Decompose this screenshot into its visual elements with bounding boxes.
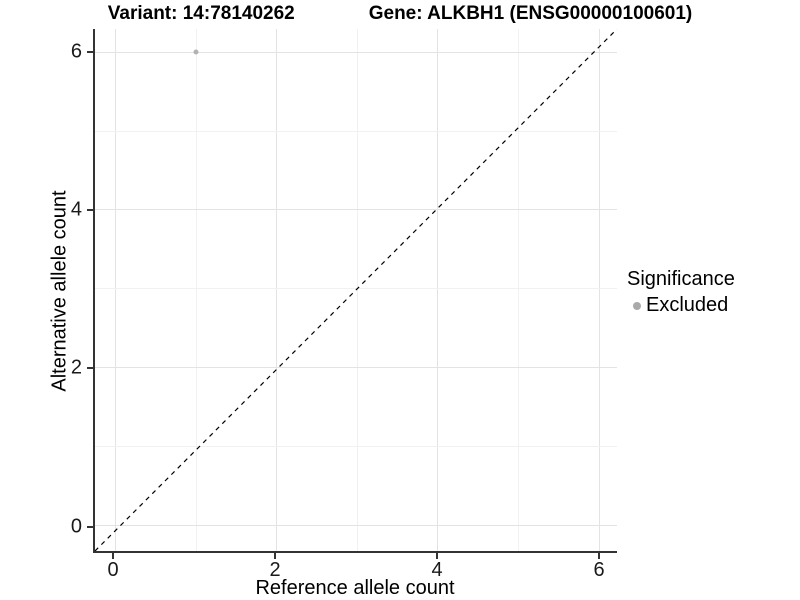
- gridline-y0: [95, 524, 617, 526]
- gridline-y3-minor: [95, 287, 617, 289]
- legend-item-excluded: Excluded: [627, 294, 735, 317]
- gridline-x5-minor: [518, 29, 520, 551]
- x-tick-label-0: 0: [107, 559, 119, 581]
- gridline-x1-minor: [195, 29, 197, 551]
- legend-title: Significance: [627, 268, 735, 290]
- y-tick-label-6: 6: [70, 40, 82, 63]
- gridline-x6: [599, 29, 601, 551]
- plot-title-gene: Gene: ALKBH1 (ENSG00000100601): [368, 3, 693, 24]
- plot-title-row: Variant: 14:78140262 Gene: ALKBH1 (ENSG0…: [0, 3, 800, 25]
- x-tick-label-6: 6: [593, 559, 605, 581]
- y-axis-title: Alternative allele count: [48, 190, 71, 392]
- y-tick-mark-2: [87, 367, 93, 369]
- x-tick-mark-6: [598, 553, 600, 559]
- legend-item-label: Excluded: [646, 294, 729, 316]
- gridline-y6: [95, 51, 617, 53]
- legend: Significance Excluded: [627, 268, 735, 317]
- gridline-x3-minor: [357, 29, 359, 551]
- plot-panel: [93, 29, 617, 553]
- y-tick-mark-6: [87, 51, 93, 53]
- plot-title-variant: Variant: 14:78140262: [107, 3, 295, 24]
- identity-reference-line: [95, 29, 617, 551]
- y-tick-mark-0: [87, 526, 93, 528]
- x-tick-label-2: 2: [269, 559, 281, 581]
- x-tick-mark-4: [436, 553, 438, 559]
- gridline-x2: [276, 29, 278, 551]
- x-tick-mark-2: [274, 553, 276, 559]
- gridline-y5-minor: [95, 130, 617, 132]
- gridline-x0: [114, 29, 116, 551]
- y-tick-label-2: 2: [70, 356, 82, 379]
- y-tick-mark-4: [87, 209, 93, 211]
- gridline-x4: [437, 29, 439, 551]
- x-tick-label-4: 4: [431, 559, 443, 581]
- gridline-y1-minor: [95, 446, 617, 448]
- y-tick-label-0: 0: [70, 515, 82, 538]
- y-tick-label-4: 4: [70, 198, 82, 221]
- legend-dot-icon: [633, 301, 641, 310]
- data-point-excluded: [193, 49, 199, 55]
- gridline-y4: [95, 209, 617, 211]
- x-axis-title: Reference allele count: [255, 577, 455, 599]
- gridline-y2: [95, 366, 617, 368]
- x-tick-mark-0: [112, 553, 114, 559]
